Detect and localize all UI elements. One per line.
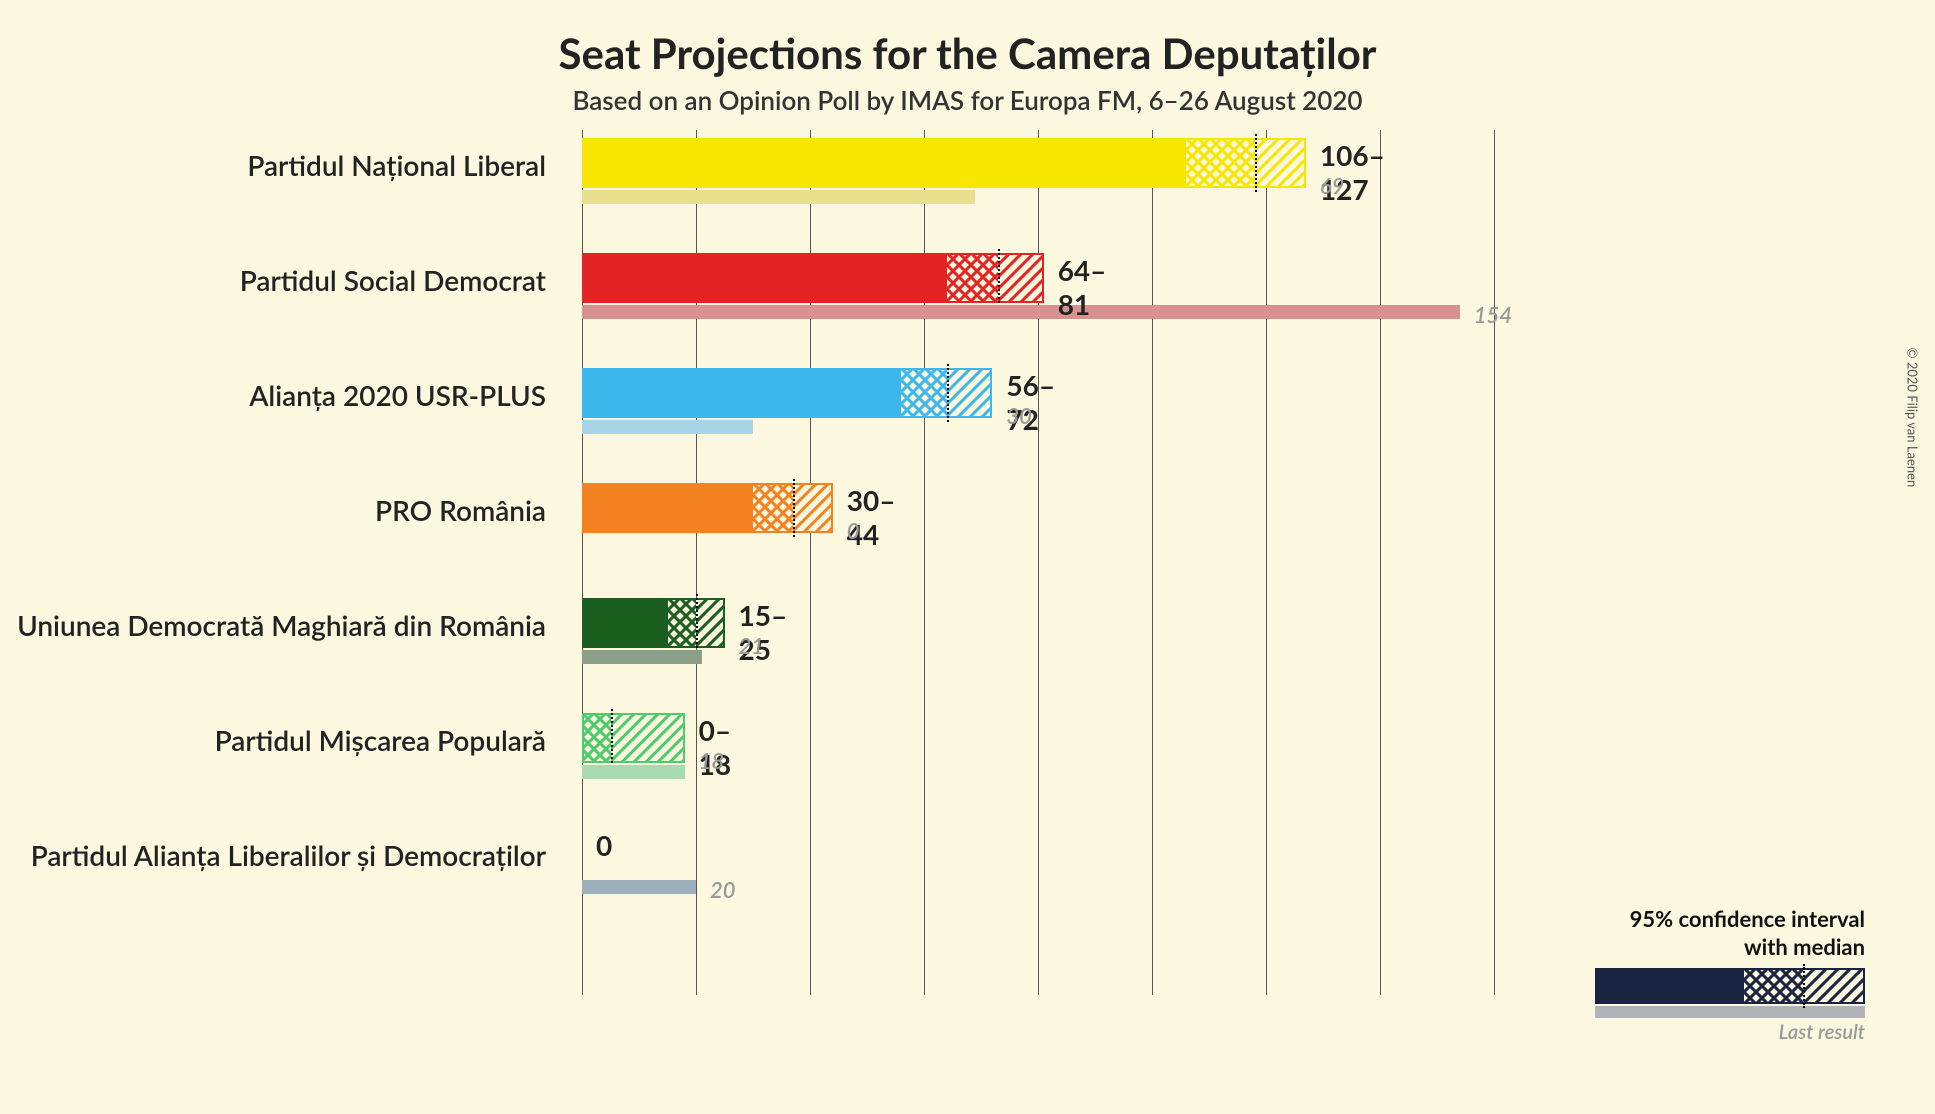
legend-median-marker xyxy=(1803,964,1805,1008)
legend: 95% confidence interval with median Last… xyxy=(1595,905,1865,1044)
bar-crosshatch xyxy=(947,253,998,303)
bar-crosshatch xyxy=(901,368,947,418)
chart-plot-area: Partidul Național Liberal106–12769Partid… xyxy=(0,120,1935,1000)
party-label: PRO România xyxy=(0,493,546,527)
bar-diagonal xyxy=(998,253,1044,303)
party-row: Partidul Mișcarea Populară0–1818 xyxy=(0,705,1935,820)
prev-label: 154 xyxy=(1474,301,1512,328)
bar-solid xyxy=(582,598,668,648)
prev-result-bar xyxy=(582,650,702,664)
legend-prev-label: Last result xyxy=(1595,1020,1865,1044)
legend-prev-bar xyxy=(1595,1006,1865,1018)
chart-title: Seat Projections for the Camera Deputați… xyxy=(0,0,1935,78)
prev-label: 69 xyxy=(1320,172,1345,199)
party-row: Partidul Național Liberal106–12769 xyxy=(0,130,1935,245)
range-label: 64–81 xyxy=(1058,253,1107,321)
prev-label: 18 xyxy=(699,747,725,774)
party-label: Uniunea Democrată Maghiară din România xyxy=(0,608,546,642)
party-row: Alianța 2020 USR-PLUS56–7230 xyxy=(0,360,1935,475)
legend-line1: 95% confidence interval xyxy=(1630,905,1865,932)
prev-result-bar xyxy=(582,420,753,434)
bar-solid xyxy=(582,138,1186,188)
range-label: 0 xyxy=(596,828,612,862)
prev-label: 21 xyxy=(739,632,765,659)
bar-diagonal xyxy=(696,598,725,648)
party-label: Partidul Național Liberal xyxy=(0,148,546,182)
party-row: Partidul Social Democrat 64–81 154 xyxy=(0,245,1935,360)
median-marker xyxy=(793,479,795,537)
prev-label: 20 xyxy=(710,876,736,903)
bar-crosshatch xyxy=(753,483,793,533)
bar-diagonal xyxy=(1255,138,1306,188)
bar-solid xyxy=(582,483,753,533)
median-marker xyxy=(947,364,949,422)
bar-crosshatch xyxy=(1186,138,1254,188)
chart-subtitle: Based on an Opinion Poll by IMAS for Eur… xyxy=(0,84,1935,116)
party-row: PRO România30–440 xyxy=(0,475,1935,590)
legend-ci-bar xyxy=(1595,968,1865,1004)
median-marker xyxy=(998,249,1000,307)
party-label: Partidul Alianța Liberalilor și Democraț… xyxy=(0,838,546,872)
legend-title: 95% confidence interval with median xyxy=(1595,905,1865,960)
bar-diagonal xyxy=(793,483,833,533)
bar-crosshatch xyxy=(582,713,611,763)
prev-result-bar xyxy=(582,765,685,779)
party-label: Partidul Social Democrat xyxy=(0,263,546,297)
chart-container: Seat Projections for the Camera Deputați… xyxy=(0,0,1935,1114)
bar-solid xyxy=(582,368,901,418)
prev-result-bar xyxy=(582,305,1460,319)
median-marker xyxy=(696,594,698,652)
prev-label: 30 xyxy=(1006,402,1032,429)
bar-diagonal xyxy=(611,713,685,763)
median-marker xyxy=(611,709,613,767)
bar-crosshatch xyxy=(668,598,697,648)
party-row: Uniunea Democrată Maghiară din România15… xyxy=(0,590,1935,705)
prev-result-bar xyxy=(582,880,696,894)
median-marker xyxy=(1255,134,1257,192)
party-label: Partidul Mișcarea Populară xyxy=(0,723,546,757)
legend-outline xyxy=(1595,968,1865,1004)
legend-line2: with median xyxy=(1744,933,1865,960)
prev-result-bar xyxy=(582,190,975,204)
party-label: Alianța 2020 USR-PLUS xyxy=(0,378,546,412)
prev-label: 0 xyxy=(847,517,860,544)
bar-diagonal xyxy=(947,368,993,418)
bar-solid xyxy=(582,253,947,303)
